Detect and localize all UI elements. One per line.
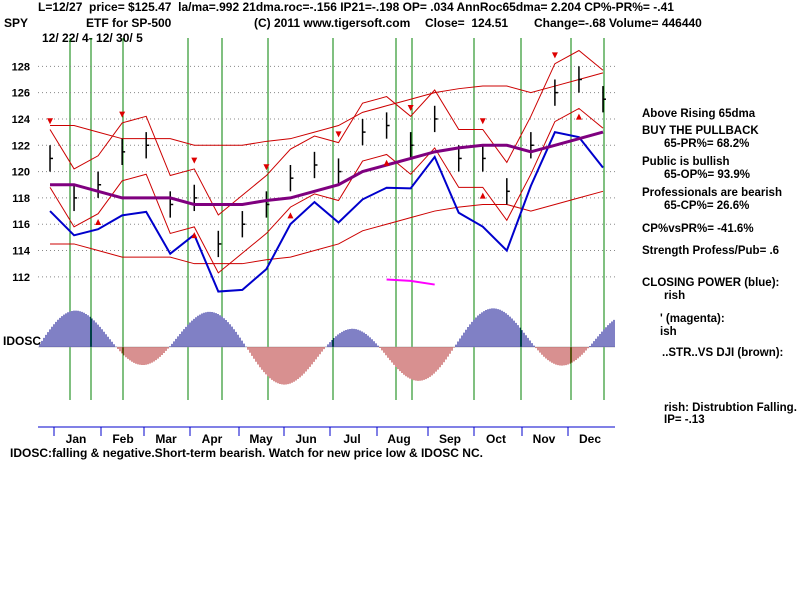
closing-power-state: rish xyxy=(664,290,686,302)
month-label: Jul xyxy=(343,432,360,446)
footer-comment: IDOSC:falling & negative.Short-term bear… xyxy=(10,446,483,460)
ticker-symbol: SPY xyxy=(4,16,29,30)
magenta-state: ish xyxy=(660,326,677,338)
pr-value: 65-PR%= 68.2% xyxy=(664,138,750,150)
copyright: (C) 2011 www.tigersoft.com xyxy=(254,16,411,30)
y-tick-label: 116 xyxy=(12,219,30,231)
y-tick-label: 124 xyxy=(12,114,31,126)
buy-arrow xyxy=(479,192,486,199)
ip-value: IP= -.13 xyxy=(664,414,705,426)
month-label: Dec xyxy=(579,432,601,446)
month-label: Apr xyxy=(202,432,223,446)
y-tick-label: 112 xyxy=(12,272,30,284)
strength-value: Strength Profess/Pub= .6 xyxy=(642,245,780,257)
idosc-label: IDOSC xyxy=(3,334,42,348)
op-value: 65-OP%= 93.9% xyxy=(664,169,750,181)
close-value: Close= 124.51 xyxy=(425,16,509,30)
etf-label: ETF for SP-500 xyxy=(86,16,172,30)
buy-arrow xyxy=(95,218,102,225)
cpvspr-value: CP%vsPR%= -41.6% xyxy=(642,223,754,235)
closing-power-line xyxy=(49,131,604,293)
month-label: Jan xyxy=(66,432,87,446)
month-label: Mar xyxy=(155,432,177,446)
inner-lower-band xyxy=(49,107,604,274)
y-tick-label: 118 xyxy=(12,193,30,205)
lower-band xyxy=(50,190,604,265)
distribution-text: rish: Distrubtion Falling. xyxy=(664,402,797,414)
closing-power-label: CLOSING POWER (blue): xyxy=(642,277,780,289)
ma65-line xyxy=(50,130,604,206)
month-label: Oct xyxy=(486,432,506,446)
sell-arrow xyxy=(335,131,342,138)
month-label: May xyxy=(249,432,273,446)
buy-arrow xyxy=(287,212,294,219)
buy-arrow xyxy=(575,113,582,120)
y-tick-label: 122 xyxy=(12,140,30,152)
y-tick-label: 120 xyxy=(12,167,30,179)
month-label: Feb xyxy=(112,432,133,446)
y-tick-label: 114 xyxy=(12,246,31,258)
public-text: Public is bullish xyxy=(642,156,730,168)
date-range: 12/ 22/ 4- 12/ 30/ 5 xyxy=(42,31,143,45)
buy-arrow xyxy=(383,159,390,166)
cp-value: 65-CP%= 26.6% xyxy=(664,200,750,212)
sell-arrow xyxy=(47,118,54,125)
sell-arrow xyxy=(119,111,126,118)
brown-label: ..STR..VS DJI (brown): xyxy=(662,347,784,359)
y-tick-label: 128 xyxy=(12,61,30,73)
month-label: Sep xyxy=(439,432,461,446)
sell-arrow xyxy=(479,118,486,125)
magenta-line xyxy=(386,278,435,286)
month-label: Aug xyxy=(387,432,410,446)
change-volume: Change=-.68 Volume= 446440 xyxy=(534,16,702,30)
month-label: Nov xyxy=(533,432,556,446)
sell-arrow xyxy=(407,105,414,112)
upper-band xyxy=(50,72,604,146)
magenta-label: ' (magenta): xyxy=(660,313,725,325)
inner-upper-band xyxy=(49,49,604,216)
above-ma-text: Above Rising 65dma xyxy=(642,108,756,120)
sell-arrow xyxy=(551,52,558,59)
sell-arrow xyxy=(263,164,270,171)
sell-arrow xyxy=(191,157,198,164)
y-tick-label: 126 xyxy=(12,88,30,100)
pros-text: Professionals are bearish xyxy=(642,187,782,199)
buy-signal: BUY THE PULLBACK xyxy=(642,125,759,137)
buy-arrow xyxy=(191,232,198,239)
header-stats: L=12/27 price= $125.47 la/ma=.992 21dma.… xyxy=(38,0,674,14)
month-label: Jun xyxy=(295,432,316,446)
